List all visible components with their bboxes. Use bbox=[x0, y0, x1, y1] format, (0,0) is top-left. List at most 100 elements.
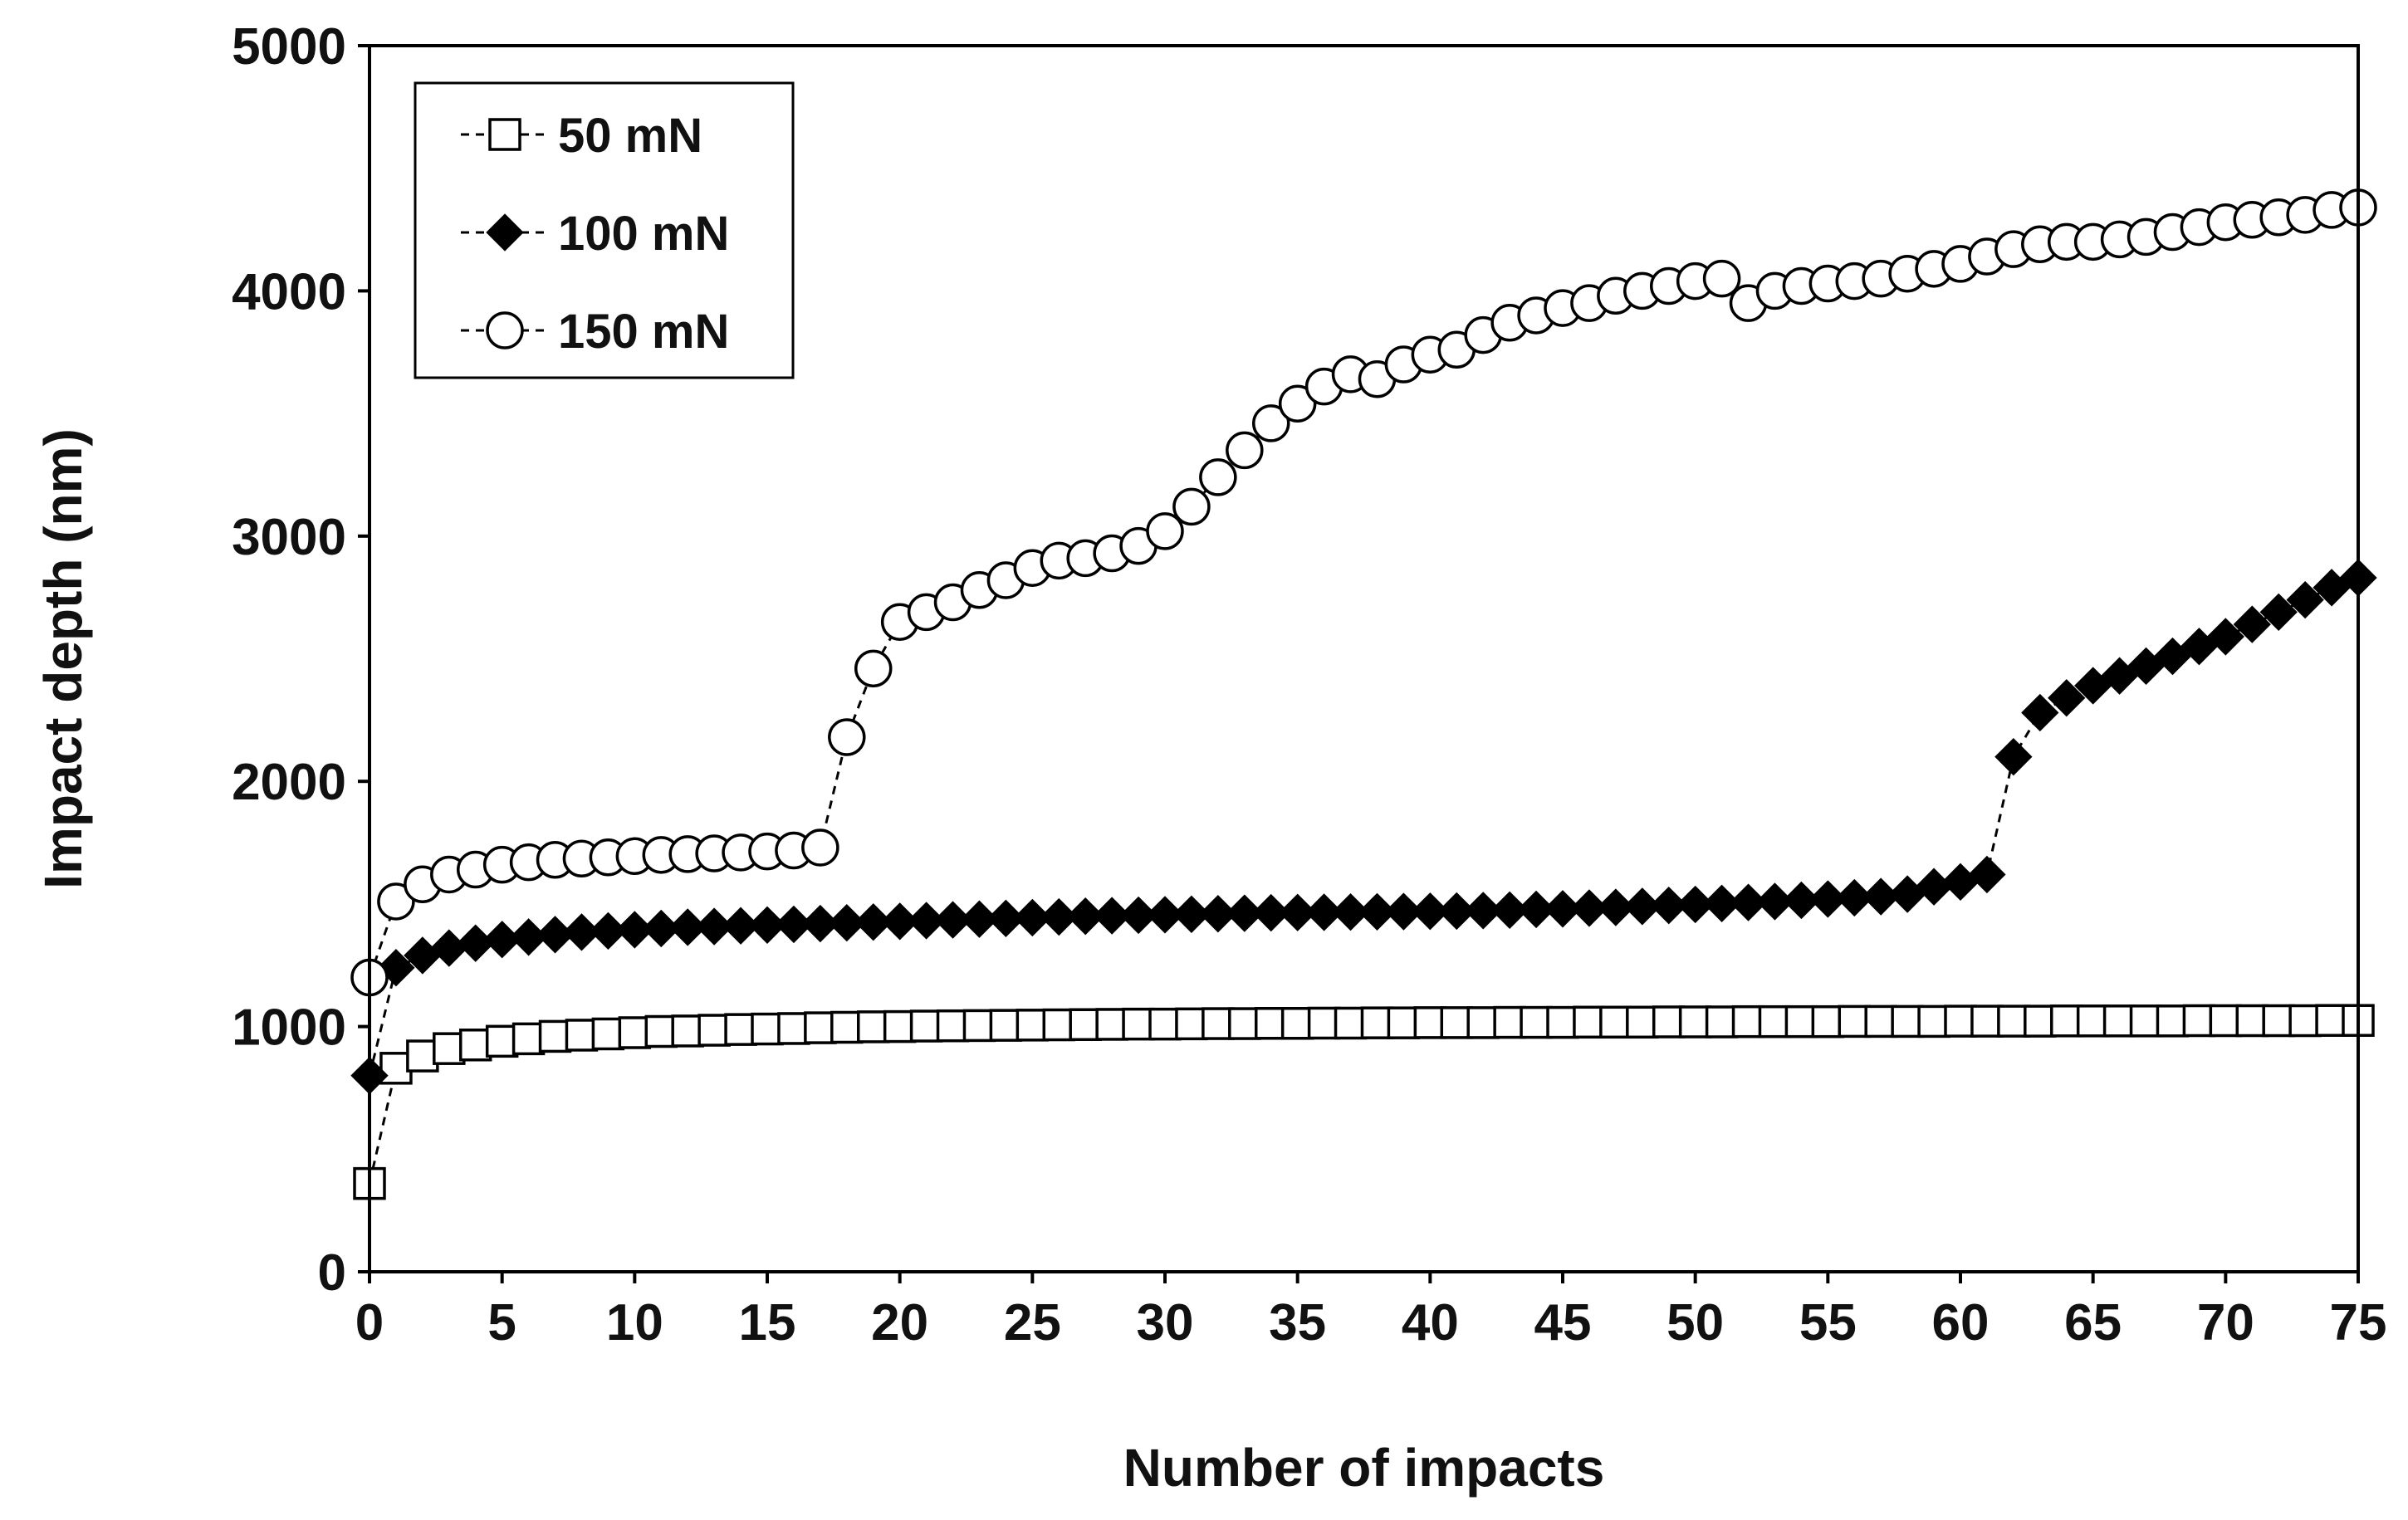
data-point bbox=[486, 213, 524, 252]
data-point bbox=[1146, 896, 1184, 934]
data-point bbox=[1705, 1005, 1739, 1039]
data-point bbox=[2129, 1004, 2163, 1038]
data-point bbox=[2259, 593, 2298, 632]
y-axis-title: Impact depth (nm) bbox=[33, 428, 93, 889]
data-point bbox=[1968, 855, 2006, 894]
data-point bbox=[856, 1010, 890, 1043]
data-point bbox=[485, 1024, 519, 1058]
legend-label: 50 mN bbox=[558, 109, 702, 163]
data-point bbox=[1808, 880, 1847, 918]
data-point bbox=[1040, 897, 1078, 936]
data-point bbox=[377, 882, 415, 921]
data-point bbox=[1599, 1005, 1632, 1039]
data-point bbox=[1838, 1004, 1872, 1039]
data-point bbox=[1597, 888, 1635, 926]
data-point bbox=[1758, 1004, 1792, 1039]
data-point bbox=[486, 311, 524, 349]
y-tick-label: 4000 bbox=[232, 263, 346, 320]
data-point bbox=[589, 912, 628, 951]
data-point bbox=[881, 902, 919, 941]
data-point bbox=[1517, 890, 1555, 929]
data-point bbox=[1251, 404, 1290, 442]
data-point bbox=[1175, 1007, 1208, 1041]
x-axis-title: Number of impacts bbox=[1123, 1438, 1605, 1498]
data-point bbox=[1570, 889, 1608, 927]
data-point bbox=[1944, 1004, 1977, 1038]
data-point bbox=[565, 1019, 599, 1052]
data-point bbox=[907, 902, 946, 940]
series-layer bbox=[350, 188, 2377, 1200]
data-point bbox=[1437, 892, 1476, 931]
x-tick-label: 45 bbox=[1534, 1294, 1592, 1351]
data-point bbox=[986, 899, 1025, 937]
x-tick-label: 30 bbox=[1137, 1294, 1194, 1351]
data-point bbox=[1280, 1007, 1314, 1040]
data-point bbox=[695, 907, 733, 946]
data-point bbox=[1544, 890, 1582, 928]
data-point bbox=[1226, 431, 1264, 470]
data-point bbox=[1917, 1004, 1950, 1039]
data-point bbox=[1623, 887, 1662, 926]
data-point bbox=[2233, 605, 2271, 643]
x-tick-label: 25 bbox=[1004, 1294, 1061, 1351]
data-point bbox=[1891, 1004, 1924, 1039]
data-point bbox=[1331, 892, 1370, 931]
data-point bbox=[1835, 878, 1873, 917]
data-point bbox=[1650, 887, 1688, 925]
data-point bbox=[538, 1019, 572, 1053]
data-point bbox=[668, 908, 707, 946]
data-point bbox=[379, 1052, 413, 1085]
y-tick-label: 2000 bbox=[232, 754, 346, 811]
data-point bbox=[1440, 1006, 1474, 1039]
data-point bbox=[642, 909, 680, 948]
x-tick-label: 50 bbox=[1667, 1294, 1724, 1351]
x-tick-label: 55 bbox=[1799, 1294, 1857, 1351]
data-point bbox=[2048, 679, 2086, 717]
data-point bbox=[1490, 891, 1529, 929]
data-point bbox=[1626, 1005, 1659, 1039]
data-point bbox=[1252, 893, 1290, 932]
data-point bbox=[1093, 897, 1131, 935]
data-point bbox=[615, 911, 653, 949]
data-point bbox=[2182, 1004, 2216, 1038]
data-point bbox=[1464, 892, 1502, 930]
data-point bbox=[1042, 1008, 1076, 1042]
data-point bbox=[1413, 1006, 1447, 1039]
series-100-mn bbox=[350, 559, 2377, 1095]
data-point bbox=[1199, 458, 1237, 496]
data-point bbox=[1279, 893, 1317, 931]
data-point bbox=[1119, 896, 1158, 935]
data-point bbox=[801, 828, 839, 867]
data-point bbox=[989, 1009, 1023, 1042]
y-tick-label: 5000 bbox=[232, 18, 346, 76]
series-150-mn bbox=[350, 188, 2377, 997]
data-point bbox=[828, 718, 866, 756]
x-tick-label: 40 bbox=[1402, 1294, 1459, 1351]
legend: 50 mN 100 mN 150 mN bbox=[414, 81, 795, 379]
x-tick-label: 60 bbox=[1932, 1294, 1990, 1351]
data-point bbox=[1411, 892, 1449, 931]
data-point bbox=[671, 1014, 704, 1048]
data-point bbox=[1782, 881, 1821, 920]
data-point bbox=[1384, 892, 1423, 931]
legend-item: 50 mN bbox=[461, 109, 702, 163]
data-point bbox=[1226, 894, 1264, 932]
data-point bbox=[801, 904, 839, 943]
data-point bbox=[1941, 863, 1980, 901]
data-point bbox=[1702, 259, 1741, 298]
x-tick-label: 65 bbox=[2064, 1294, 2122, 1351]
x-tick-label: 10 bbox=[606, 1294, 663, 1351]
data-point bbox=[722, 907, 760, 945]
data-point bbox=[1334, 1006, 1368, 1040]
data-point bbox=[1915, 868, 1953, 906]
data-point bbox=[1729, 883, 1768, 921]
data-point bbox=[433, 1032, 466, 1065]
data-point bbox=[1888, 875, 1926, 913]
axes-layer: 0 1000 2000 3000 4000 5000 0 5 10 15 20 25 30 35 40 45 5… bbox=[232, 18, 2386, 1351]
data-point bbox=[1066, 897, 1104, 936]
data-point bbox=[1652, 1005, 1686, 1039]
x-tick-label: 15 bbox=[739, 1294, 796, 1351]
y-tick-label: 3000 bbox=[232, 509, 346, 566]
data-point bbox=[1358, 892, 1397, 931]
legend-label: 150 mN bbox=[558, 305, 729, 359]
